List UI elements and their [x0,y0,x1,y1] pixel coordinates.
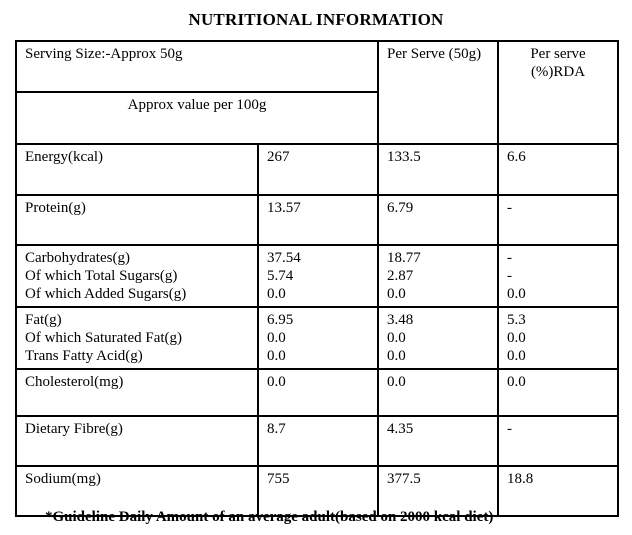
per-100g-value-cell: 755 [256,465,380,517]
guideline-footnote: *Guideline Daily Amount of an average ad… [45,509,494,525]
per-serve-value-cell: 133.5 [377,143,500,196]
per-100g-value-cell: 0.0 [256,368,380,417]
nutrient-label-cell: Carbohydrates(g) Of which Total Sugars(g… [15,244,259,308]
per-serve-value-cell: 3.48 0.0 0.0 [377,306,500,370]
nutrient-label-cell: Sodium(mg) [15,465,259,517]
nutrition-table: Serving Size:-Approx 50g Per Serve (50g)… [14,40,620,517]
rda-value-cell: 5.3 0.0 0.0 [497,306,620,370]
per-serve-value-cell: 6.79 [377,194,500,246]
rda-value-cell: - [497,415,620,467]
table-row-energy: Energy(kcal) 267 133.5 6.6 [15,143,620,196]
table-row-sodium: Sodium(mg) 755 377.5 18.8 [15,465,620,517]
table-row-fat: Fat(g) Of which Saturated Fat(g) Trans F… [15,306,620,370]
table-row-protein: Protein(g) 13.57 6.79 - [15,194,620,246]
rda-header-cell: Per serve (%)RDA [497,40,620,145]
per-serve-header-cell: Per Serve (50g) [377,40,500,145]
nutrient-label-cell: Cholesterol(mg) [15,368,259,417]
per-100g-value-cell: 37.54 5.74 0.0 [256,244,380,308]
per-100g-value-cell: 13.57 [256,194,380,246]
per-100g-value-cell: 8.7 [256,415,380,467]
rda-value-cell: 6.6 [497,143,620,196]
serving-size-cell: Serving Size:-Approx 50g [14,40,380,93]
header-row-1: Serving Size:-Approx 50g Per Serve (50g)… [14,40,620,145]
per-serve-value-cell: 0.0 [377,368,500,417]
page-title: NUTRITIONAL INFORMATION [188,10,444,29]
per-serve-value-cell: 4.35 [377,415,500,467]
header-row-2: Approx value per 100g [14,91,618,145]
rda-value-cell: - [497,194,620,246]
nutrient-label-cell: Protein(g) [15,194,259,246]
nutrient-label-cell: Energy(kcal) [15,143,259,196]
approx-value-cell: Approx value per 100g [14,91,380,145]
table-row-carbohydrates: Carbohydrates(g) Of which Total Sugars(g… [15,244,620,308]
per-100g-value-cell: 267 [256,143,380,196]
per-serve-value-cell: 377.5 [377,465,500,517]
rda-value-cell: - - 0.0 [497,244,620,308]
table-row-cholesterol: Cholesterol(mg) 0.0 0.0 0.0 [15,368,620,417]
nutrient-label-cell: Dietary Fibre(g) [15,415,259,467]
rda-value-cell: 0.0 [497,368,620,417]
table-row-dietary-fibre: Dietary Fibre(g) 8.7 4.35 - [15,415,620,467]
nutrient-label-cell: Fat(g) Of which Saturated Fat(g) Trans F… [15,306,259,370]
per-serve-value-cell: 18.77 2.87 0.0 [377,244,500,308]
rda-value-cell: 18.8 [497,465,620,517]
per-100g-value-cell: 6.95 0.0 0.0 [256,306,380,370]
